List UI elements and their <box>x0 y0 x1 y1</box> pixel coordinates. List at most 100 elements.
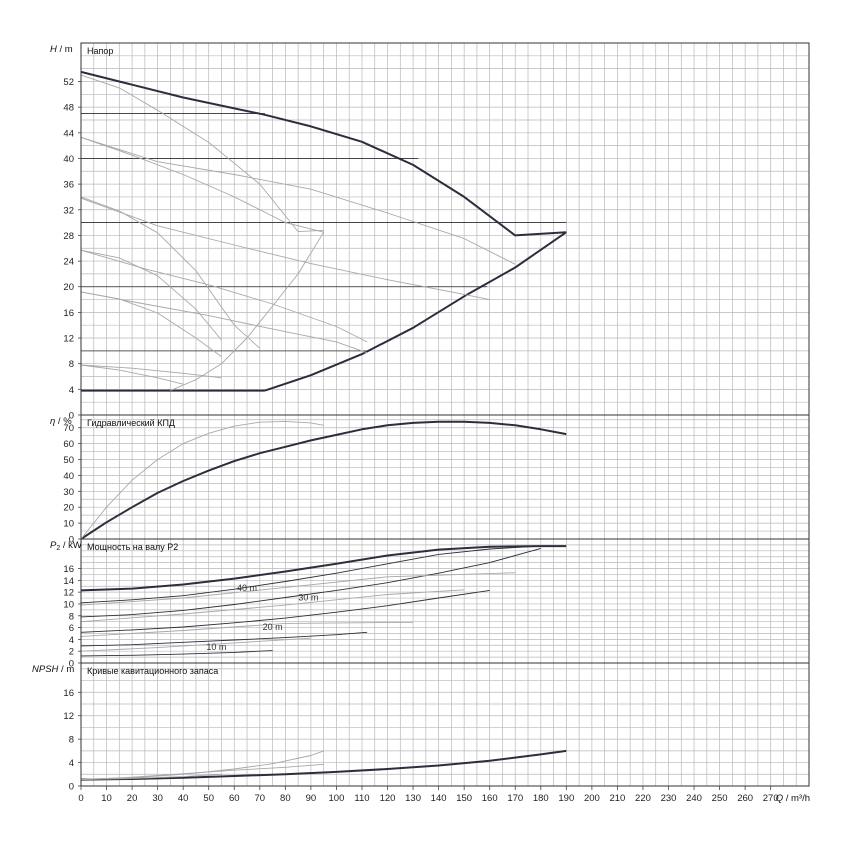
x-axis: 0 10 20 30 40 50 60 70 80 90 100 110 120 130 140 150 160… <box>78 786 810 804</box>
series-line-grey <box>170 231 325 392</box>
series-line-grey <box>80 637 311 652</box>
x-tick-label: 0 <box>78 793 83 804</box>
y-axis-label: H / m <box>50 44 73 55</box>
y-tick-label: 20 <box>63 282 74 293</box>
y-tick-label: 14 <box>63 576 74 587</box>
panel-title: Мощность на валу P2 <box>87 542 178 552</box>
series-line-main <box>80 749 567 781</box>
y-tick-label: 52 <box>63 77 74 88</box>
series-line-dark <box>80 545 541 604</box>
x-tick-label: 190 <box>558 793 574 804</box>
x-tick-label: 30 <box>152 793 163 804</box>
series-line-grey <box>80 773 222 781</box>
series-line-main <box>264 231 567 392</box>
x-tick-label: 70 <box>255 793 266 804</box>
y-tick-label: 10 <box>63 519 74 530</box>
y-tick-label: 50 <box>63 455 74 466</box>
series-line-grey <box>80 621 414 637</box>
panel-title: Кривые кавитационного запаса <box>87 666 218 676</box>
x-tick-label: 100 <box>329 793 345 804</box>
y-tick-label: 0 <box>69 411 74 422</box>
y-tick-label: 0 <box>69 782 74 793</box>
curve-label: 40 m <box>237 583 257 593</box>
series-line-grey <box>80 763 324 781</box>
y-tick-label: 32 <box>63 205 74 216</box>
y-tick-label: 48 <box>63 103 74 114</box>
x-tick-label: 40 <box>178 793 189 804</box>
x-tick-label: 170 <box>507 793 523 804</box>
series-line-grey <box>80 74 324 233</box>
series-line-grey <box>80 136 516 265</box>
panel-frame <box>80 662 810 787</box>
x-tick-label: 160 <box>482 793 498 804</box>
y-tick-label: 10 <box>63 599 74 610</box>
x-tick-label: 60 <box>229 793 240 804</box>
series-line-grey <box>80 197 490 301</box>
series-line-grey <box>80 750 324 781</box>
panel-eff: 0 10 20 30 40 50 60 70η / % Гидравлический КПД <box>50 414 810 546</box>
y-tick-label: 4 <box>69 635 74 646</box>
series-line-grey <box>80 291 368 354</box>
panel-frame <box>80 414 810 540</box>
x-tick-label: 270 <box>763 793 779 804</box>
y-tick-label: 12 <box>63 334 74 345</box>
curve-label: 20 m <box>263 622 283 632</box>
y-tick-label: 4 <box>69 758 74 769</box>
y-axis-label: P2 / kW <box>50 540 82 552</box>
x-tick-label: 80 <box>280 793 291 804</box>
x-tick-label: 240 <box>686 793 702 804</box>
y-tick-label: 20 <box>63 503 74 514</box>
x-tick-label: 230 <box>661 793 677 804</box>
y-tick-label: 2 <box>69 647 74 658</box>
series-line-grey <box>80 249 368 343</box>
y-tick-label: 16 <box>63 308 74 319</box>
y-tick-label: 44 <box>63 128 74 139</box>
y-tick-label: 0 <box>69 659 74 670</box>
series-line-grey <box>80 364 222 379</box>
y-tick-label: 36 <box>63 180 74 191</box>
y-tick-label: 8 <box>69 611 74 622</box>
curve-label: 10 m <box>206 642 226 652</box>
x-tick-label: 20 <box>127 793 138 804</box>
y-tick-label: 0 <box>69 535 74 546</box>
x-tick-label: 120 <box>380 793 396 804</box>
y-tick-label: 24 <box>63 257 74 268</box>
y-tick-label: 16 <box>63 688 74 699</box>
panel-frame <box>80 538 810 664</box>
x-axis-label: Q / m³/h <box>776 793 810 804</box>
y-tick-label: 8 <box>69 359 74 370</box>
x-tick-label: 90 <box>306 793 317 804</box>
y-tick-label: 16 <box>63 564 74 575</box>
panel-title: Гидравлический КПД <box>87 418 175 428</box>
series-line-grey <box>80 572 516 606</box>
y-tick-label: 28 <box>63 231 74 242</box>
x-tick-label: 10 <box>101 793 112 804</box>
series-line-grey <box>80 364 184 385</box>
x-tick-label: 260 <box>737 793 753 804</box>
y-axis-label: η / % <box>50 416 72 427</box>
x-tick-label: 210 <box>609 793 625 804</box>
series-line-main <box>80 545 567 592</box>
panel-title: Напор <box>87 46 113 56</box>
x-tick-label: 220 <box>635 793 651 804</box>
y-tick-label: 12 <box>63 711 74 722</box>
x-tick-label: 250 <box>712 793 728 804</box>
y-tick-label: 6 <box>69 623 74 634</box>
x-tick-label: 50 <box>203 793 214 804</box>
y-tick-label: 40 <box>63 471 74 482</box>
series-line-grey <box>80 420 324 540</box>
series-line-main <box>80 420 567 540</box>
series-line-dark <box>80 589 490 633</box>
series-line-grey <box>80 196 261 349</box>
y-tick-label: 60 <box>63 439 74 450</box>
y-tick-label: 40 <box>63 154 74 165</box>
y-tick-label: 12 <box>63 588 74 599</box>
series-line-dark <box>80 631 368 647</box>
x-tick-label: 180 <box>533 793 549 804</box>
series-line-grey <box>80 249 222 341</box>
series-line-dark <box>80 650 273 657</box>
y-tick-label: 8 <box>69 735 74 746</box>
